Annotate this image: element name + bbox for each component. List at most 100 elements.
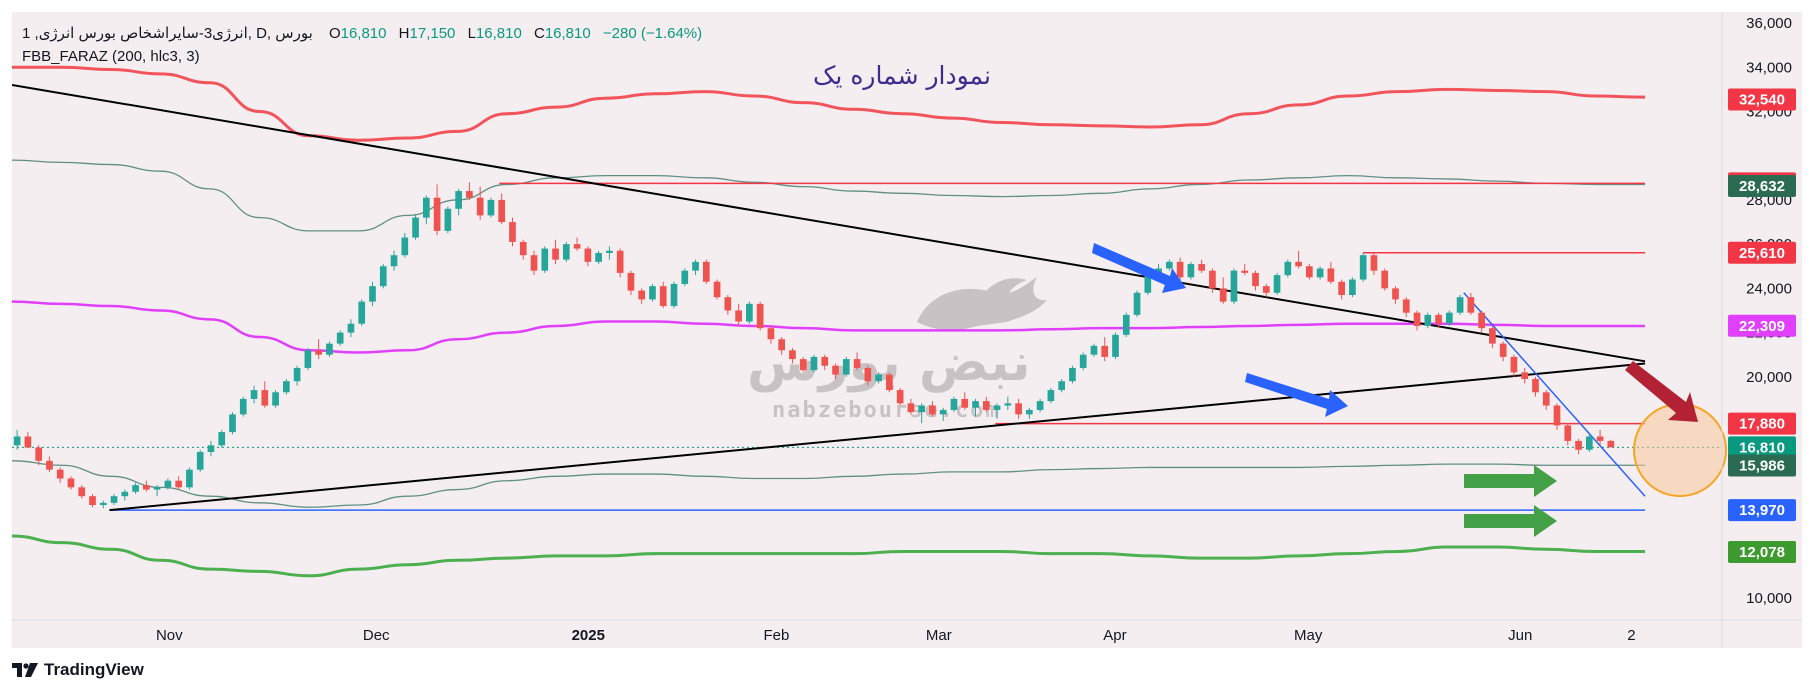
- price-tag-label: 17,880: [1739, 416, 1785, 433]
- high-value: 17,150: [409, 25, 456, 42]
- mid-band-line: [12, 300, 1646, 354]
- candle-body: [35, 447, 43, 461]
- inner-upper-band-line: [12, 159, 1646, 232]
- candle-body: [56, 469, 64, 479]
- candle-body: [853, 359, 861, 368]
- candle-body: [562, 244, 570, 260]
- candle-body: [1284, 261, 1292, 276]
- candle-body: [46, 460, 53, 470]
- price-tag: 32,540: [1728, 88, 1796, 111]
- candle-body: [1209, 270, 1216, 289]
- price-tag: 28,632: [1728, 174, 1796, 197]
- drawn-lines: [12, 83, 1722, 512]
- candle-body: [756, 303, 764, 329]
- candle-body: [186, 469, 193, 488]
- open-value: 16,810: [340, 25, 387, 42]
- candle-body: [99, 502, 107, 506]
- candle-body: [347, 323, 355, 333]
- price-tag-label: 15,986: [1739, 458, 1785, 475]
- candle-body: [1133, 292, 1141, 315]
- candle-body: [1112, 334, 1119, 357]
- candle-body: [702, 261, 710, 282]
- arrow-blue-upper-icon: [1092, 243, 1186, 293]
- candle-body: [1445, 312, 1453, 324]
- price-tag: 16,810: [1728, 436, 1796, 459]
- candle-body: [1058, 381, 1066, 391]
- candle-body: [67, 478, 75, 488]
- chart-area[interactable]: نبض بورس nabzebourse.com 10,000 20,000 22,…: [12, 12, 1802, 648]
- indicator-label[interactable]: FBB_FARAZ (200, hlc3, 3): [22, 48, 200, 65]
- price-tag: 25,610: [1728, 241, 1796, 264]
- y-tick-label: 34,000: [1746, 59, 1792, 76]
- candle-body: [1079, 354, 1087, 368]
- candle-body: [1241, 270, 1249, 273]
- candle-body: [444, 208, 452, 231]
- x-tick-label: Nov: [156, 627, 183, 644]
- candle-body: [250, 390, 258, 399]
- candle-body: [982, 401, 990, 410]
- annotations: [1092, 243, 1727, 537]
- candle-body: [175, 480, 182, 488]
- candle-body: [1564, 425, 1572, 441]
- candle-body: [1295, 261, 1302, 267]
- price-tag-bg: [1728, 412, 1796, 435]
- candle-body: [487, 199, 495, 216]
- candle-body: [1413, 312, 1421, 326]
- price-tag-bg: [1728, 499, 1796, 522]
- candle-body: [713, 281, 721, 298]
- candle-body: [789, 350, 796, 360]
- change-value: −280 (−1.64%): [602, 25, 703, 42]
- candle-body: [541, 248, 549, 271]
- candle-body: [939, 409, 947, 415]
- candle-body: [412, 217, 419, 238]
- candle-body: [1101, 345, 1109, 357]
- time-axis: Nov Dec 2025 Feb Mar Apr May Jun 2: [156, 627, 1636, 644]
- candle-body: [886, 374, 893, 391]
- chart-title: نمودار شماره یک: [813, 61, 991, 90]
- candle-body: [401, 237, 409, 256]
- x-tick-label: Feb: [763, 627, 789, 644]
- x-tick-label: 2: [1627, 627, 1635, 644]
- candle-body: [1305, 266, 1313, 278]
- candle-body: [304, 350, 312, 368]
- candle-body: [153, 487, 161, 490]
- bollinger-bands: [12, 65, 1646, 578]
- candle-body: [1069, 367, 1076, 382]
- candle-body: [659, 286, 667, 307]
- tradingview-logo[interactable]: TradingView: [12, 660, 144, 680]
- candle-body: [1036, 401, 1044, 410]
- x-tick-label: Dec: [363, 627, 390, 644]
- candle-body: [315, 350, 322, 355]
- candle-body: [1144, 275, 1152, 293]
- candle-body: [1402, 299, 1410, 313]
- arrow-green-lower-icon: [1464, 505, 1557, 537]
- candle-body: [606, 250, 613, 253]
- candle-body: [1370, 255, 1378, 271]
- candle-body: [638, 290, 646, 300]
- candle-body: [476, 197, 484, 216]
- price-tags: 32,54028,75028,63225,61022,30917,88016,8…: [1728, 88, 1796, 563]
- tradingview-label: TradingView: [44, 660, 144, 679]
- candle-body: [1122, 314, 1130, 335]
- candle-body: [1026, 409, 1033, 415]
- price-tag-label: 13,970: [1739, 502, 1785, 519]
- candle-body: [1359, 255, 1367, 280]
- candle-body: [1542, 392, 1550, 406]
- candle-body: [1015, 403, 1022, 415]
- candle-body: [1090, 345, 1098, 355]
- chart-svg[interactable]: نبض بورس nabzebourse.com 10,000 20,000 22,…: [12, 12, 1802, 648]
- candle-body: [422, 197, 430, 218]
- candle-body: [832, 365, 839, 375]
- y-tick-label: 20,000: [1746, 369, 1792, 386]
- arrow-darkred-icon: [1625, 361, 1698, 422]
- candle-body: [509, 222, 516, 242]
- y-tick-label: 36,000: [1746, 15, 1792, 32]
- header-symbol: 1 ,انرژی3-سایراشخاص بورس انرژی, D, بورس …: [22, 25, 703, 42]
- price-tag: 13,970: [1728, 499, 1796, 522]
- candle-body: [433, 197, 441, 231]
- candle-body: [864, 367, 872, 382]
- candle-body: [13, 436, 21, 446]
- candle-body: [1198, 264, 1205, 271]
- candle-body: [1596, 436, 1604, 441]
- candle-body: [1499, 343, 1507, 357]
